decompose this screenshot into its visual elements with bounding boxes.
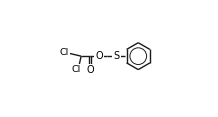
Text: O: O — [95, 51, 103, 61]
Text: Cl: Cl — [71, 65, 80, 74]
Text: O: O — [86, 65, 94, 75]
Text: Cl: Cl — [60, 48, 69, 57]
Text: S: S — [114, 51, 120, 61]
